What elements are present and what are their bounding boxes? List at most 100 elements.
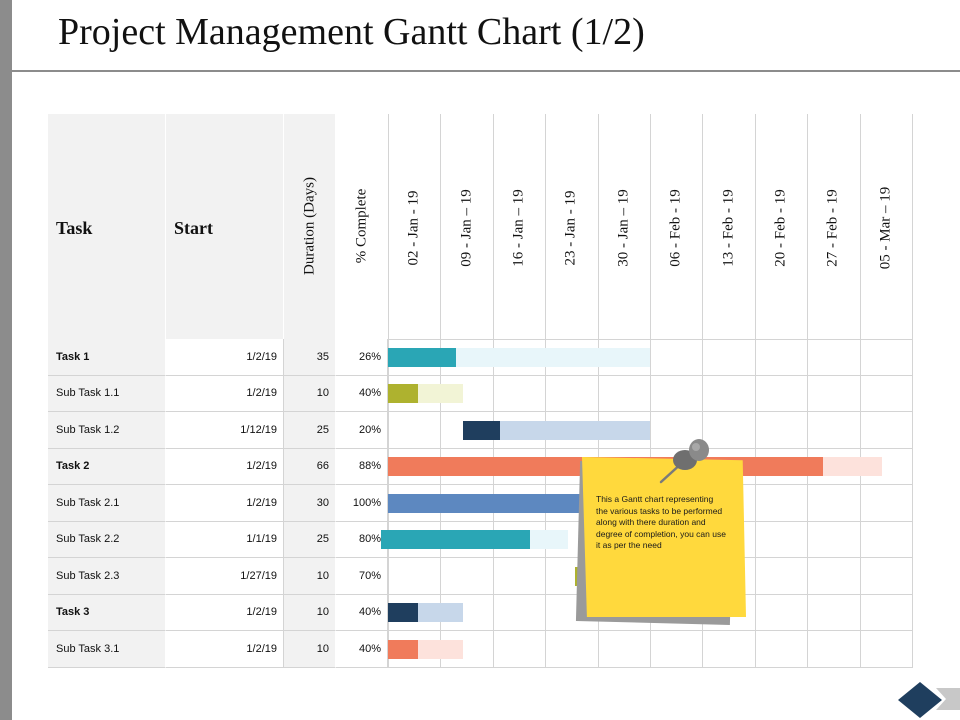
start-date-cell: 1/2/19	[166, 339, 284, 376]
duration-cell: 10	[284, 558, 336, 595]
row-grid-line	[388, 411, 912, 412]
sticky-note-text: This a Gantt chart representing the vari…	[596, 494, 726, 551]
week-header-label: 27 - Feb - 19	[824, 189, 841, 267]
week-grid-line	[702, 114, 704, 668]
start-date-cell: 1/2/19	[166, 485, 284, 522]
header-complete-label: % Complete	[353, 188, 369, 264]
table-row: Sub Task 2.1 1/2/19 30 100%	[48, 485, 912, 522]
start-date-cell: 1/2/19	[166, 631, 284, 668]
week-grid-line	[912, 114, 913, 668]
row-grid-line	[388, 630, 912, 631]
task-name-cell: Task 1	[48, 339, 166, 376]
duration-cell: 66	[284, 448, 336, 485]
percent-complete-cell: 40%	[336, 631, 388, 668]
start-date-cell: 1/27/19	[166, 558, 284, 595]
week-grid-line	[807, 114, 809, 668]
percent-complete-cell: 26%	[336, 339, 388, 376]
duration-cell: 10	[284, 375, 336, 412]
start-date-cell: 1/2/19	[166, 375, 284, 412]
table-row: Sub Task 2.2 1/1/19 25 80%	[48, 521, 912, 558]
gantt-bar-remaining	[417, 603, 463, 623]
table-row: Task 2 1/2/19 66 88%	[48, 448, 912, 485]
task-name-cell: Task 3	[48, 594, 166, 631]
week-header-cell: 20 - Feb - 19	[754, 114, 808, 339]
week-header-cell: 02 - Jan - 19	[388, 114, 441, 339]
header-bottom-line	[388, 339, 912, 340]
week-header-label: 16 - Jan – 19	[510, 189, 527, 267]
header-duration-cell: Duration (Days)	[284, 114, 336, 339]
task-name-cell: Task 2	[48, 448, 166, 485]
gantt-bar-complete	[388, 639, 418, 659]
week-header-label: 02 - Jan - 19	[405, 190, 422, 266]
gantt-bar-complete	[380, 530, 531, 550]
week-grid-line	[545, 114, 547, 668]
gantt-bar-complete	[388, 493, 613, 513]
week-grid-line	[597, 114, 599, 668]
task-name-cell: Sub Task 2.2	[48, 521, 166, 558]
week-grid-line	[650, 114, 651, 668]
start-date-cell: 1/1/19	[166, 521, 284, 558]
gantt-bar-complete	[462, 420, 501, 440]
table-row: Task 3 1/2/19 10 40%	[48, 594, 912, 631]
duration-cell: 35	[284, 339, 336, 376]
header-duration-label: Duration (Days)	[301, 177, 317, 275]
gantt-bar-remaining	[417, 639, 463, 659]
start-date-cell: 1/2/19	[166, 448, 284, 485]
gantt-bar-remaining	[530, 530, 568, 550]
header-start-label: Start	[174, 218, 213, 238]
table-row: Task 1 1/2/19 35 26%	[48, 339, 912, 376]
week-grid-line	[492, 114, 494, 668]
header-task-label: Task	[56, 218, 93, 238]
header-task-cell: Task	[48, 114, 166, 339]
week-header-label: 20 - Feb - 19	[772, 189, 789, 267]
table-row: Sub Task 3.1 1/2/19 10 40%	[48, 631, 912, 668]
percent-complete-cell: 40%	[336, 594, 388, 631]
row-grid-line	[388, 374, 912, 376]
gantt-bar-remaining	[456, 347, 650, 367]
start-date-cell: 1/12/19	[166, 412, 284, 449]
header-start-cell: Start	[166, 114, 284, 339]
gantt-bar-remaining	[417, 384, 463, 404]
percent-complete-cell: 70%	[336, 558, 388, 595]
slide-title: Project Management Gantt Chart (1/2)	[58, 11, 645, 53]
percent-complete-cell: 88%	[336, 448, 388, 485]
week-header-label: 13 - Feb - 19	[720, 189, 737, 267]
task-name-cell: Sub Task 1.1	[48, 375, 166, 412]
next-slide-diamond-icon[interactable]	[898, 680, 960, 720]
gantt-bar-complete	[388, 384, 418, 404]
week-header-cell: 23 - Jan - 19	[545, 114, 598, 339]
title-divider	[12, 70, 960, 72]
table-row: Sub Task 1.1 1/2/19 10 40%	[48, 375, 912, 412]
week-header-label: 06 - Feb - 19	[667, 189, 684, 267]
gantt-bar-remaining	[500, 420, 650, 440]
row-grid-line	[388, 447, 912, 449]
week-grid-line	[859, 114, 861, 668]
week-header-cell: 05 - Mar – 19	[859, 114, 912, 339]
gantt-bar-complete	[388, 603, 418, 623]
row-grid-line	[388, 666, 912, 668]
task-name-cell: Sub Task 2.3	[48, 558, 166, 595]
week-grid-line	[754, 114, 756, 668]
table-row: Sub Task 1.2 1/12/19 25 20%	[48, 412, 912, 449]
task-name-cell: Sub Task 1.2	[48, 412, 166, 449]
duration-cell: 30	[284, 485, 336, 522]
week-header-cell: 27 - Feb - 19	[807, 114, 860, 339]
week-header-cell: 30 - Jan – 19	[597, 114, 650, 339]
percent-complete-cell: 20%	[336, 412, 388, 449]
start-date-cell: 1/2/19	[166, 594, 284, 631]
percent-complete-cell: 100%	[336, 485, 388, 522]
slide-left-accent-strip	[0, 0, 12, 720]
sticky-note	[582, 457, 746, 617]
week-header-cell: 09 - Jan – 19	[440, 114, 493, 339]
duration-cell: 10	[284, 594, 336, 631]
week-header-cell: 16 - Jan – 19	[492, 114, 546, 339]
week-header-label: 30 - Jan – 19	[615, 189, 632, 267]
table-row: Sub Task 2.3 1/27/19 10 70%	[48, 558, 912, 595]
gantt-bar-complete	[388, 347, 457, 367]
push-pin-icon	[659, 439, 709, 484]
duration-cell: 10	[284, 631, 336, 668]
week-header-cell: 13 - Feb - 19	[702, 114, 755, 339]
week-header-label: 05 - Mar – 19	[877, 186, 894, 270]
gantt-table: Task Start Duration (Days) % Complete 02…	[48, 114, 913, 668]
duration-cell: 25	[284, 412, 336, 449]
